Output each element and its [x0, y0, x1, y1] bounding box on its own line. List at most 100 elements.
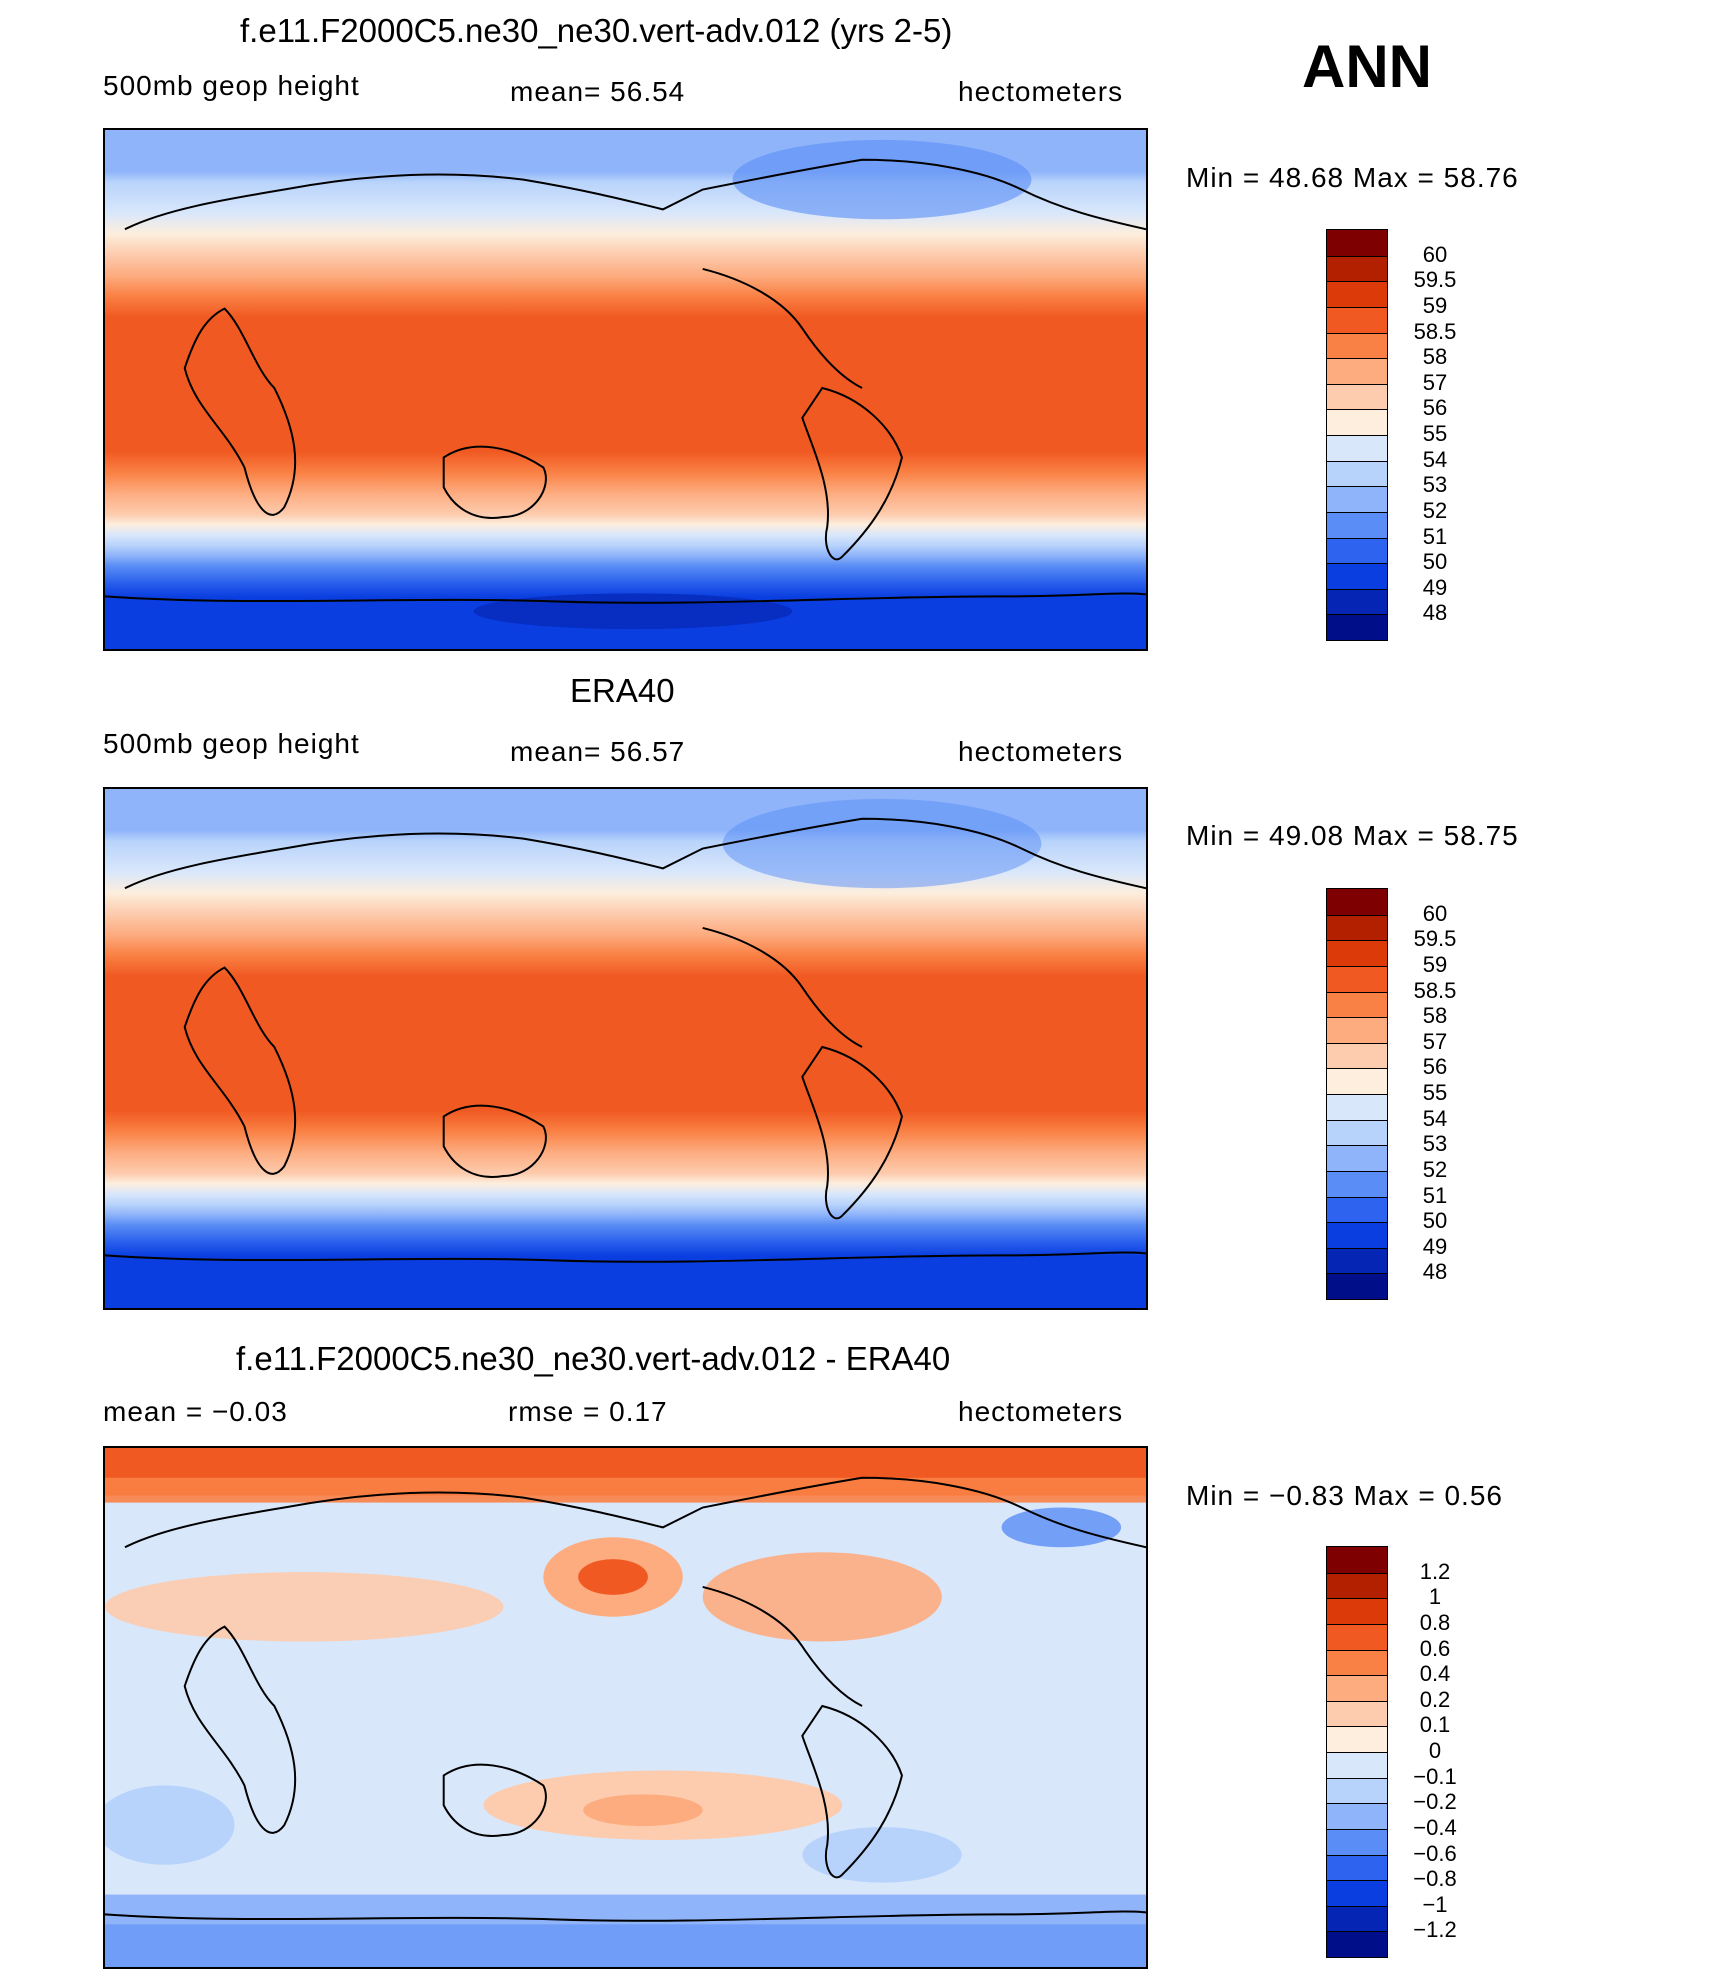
- colorbar-tick-label: 0.4: [1419, 1661, 1451, 1687]
- colorbar-cell: [1327, 614, 1387, 640]
- colorbar-cell: [1327, 409, 1387, 435]
- panel-1-field: [105, 130, 1146, 649]
- colorbar-tick-label: 51: [1422, 523, 1448, 549]
- colorbar-cell: [1327, 563, 1387, 589]
- colorbar-tick-label: 58: [1422, 1003, 1448, 1029]
- colorbar-cell: [1327, 1623, 1387, 1650]
- colorbar-cell: [1327, 1273, 1387, 1299]
- colorbar-cell: [1327, 230, 1387, 256]
- colorbar-cell: [1327, 1598, 1387, 1624]
- panel-2-mean-label: mean= 56.57: [510, 736, 686, 767]
- panel-2-title: ERA40: [570, 672, 675, 709]
- colorbar-cell: [1327, 991, 1387, 1018]
- colorbar-tick-label: −1.2: [1413, 1917, 1457, 1943]
- colorbar-cell: [1327, 1828, 1387, 1855]
- panel-2-minmax: Min = 49.08 Max = 58.75: [1186, 820, 1519, 851]
- colorbar-tick-label: 53: [1422, 1131, 1448, 1157]
- colorbar-cell: [1327, 1752, 1387, 1778]
- colorbar-cell: [1327, 1726, 1387, 1752]
- colorbar-tick-label: 59: [1422, 292, 1448, 318]
- colorbar-tick-label: 51: [1422, 1182, 1448, 1208]
- panel-1-colorbar-labels: 60 59.5 59 58.5 58 57 56 55 54 53 52 51 50 49 48: [1405, 229, 1485, 639]
- colorbar-tick-label: −1: [1422, 1891, 1448, 1917]
- panel-1-map: [103, 128, 1148, 651]
- colorbar-cell: [1327, 1572, 1387, 1599]
- colorbar-cell: [1327, 588, 1387, 615]
- colorbar-tick-label: 48: [1422, 1259, 1448, 1285]
- colorbar-tick-label: −0.6: [1413, 1840, 1457, 1866]
- colorbar-cell: [1327, 1777, 1387, 1804]
- colorbar-tick-label: 59.5: [1413, 926, 1457, 952]
- colorbar-tick-label: 0: [1428, 1738, 1442, 1763]
- panel-3-south-pacific-core: [583, 1794, 703, 1827]
- panel-3-field: [105, 1448, 1146, 1967]
- panel-1-units-label: hectometers: [958, 76, 1124, 107]
- colorbar-tick-label: 59.5: [1413, 267, 1457, 293]
- colorbar-cell: [1327, 1803, 1387, 1829]
- colorbar-cell: [1327, 255, 1387, 282]
- panel-3-atlantic-low: [1001, 1507, 1122, 1548]
- panel-3-south-low: [105, 1924, 1146, 1967]
- panel-2-low-contour: [722, 798, 1042, 889]
- colorbar-cell: [1327, 1222, 1387, 1248]
- panel-1-colorbar: [1326, 229, 1388, 641]
- panel-3-colorbar-labels: 1.2 1 0.8 0.6 0.4 0.2 0.1 0 −0.1 −0.2 −0.4 −0.6 −0.8…: [1405, 1546, 1485, 1956]
- colorbar-cell: [1327, 1170, 1387, 1197]
- colorbar-cell: [1327, 1675, 1387, 1701]
- colorbar-tick-label: 56: [1422, 395, 1448, 421]
- season-label: ANN: [1302, 33, 1432, 100]
- colorbar-tick-label: 0.6: [1419, 1635, 1451, 1661]
- colorbar-cell: [1327, 1931, 1387, 1957]
- colorbar-tick-label: 52: [1422, 497, 1448, 523]
- colorbar-cell: [1327, 1042, 1387, 1069]
- colorbar-cell: [1327, 358, 1387, 384]
- panel-3-map-svg: [105, 1448, 1146, 1967]
- panel-2-colorbar-labels: 60 59.5 59 58.5 58 57 56 55 54 53 52 51 50 49 48: [1405, 888, 1485, 1298]
- panel-1-antarctic-low: [473, 593, 793, 630]
- colorbar-cell: [1327, 332, 1387, 359]
- panel-2-map-svg: [105, 789, 1146, 1308]
- colorbar-cell: [1327, 1094, 1387, 1120]
- panel-3-sa-low: [105, 1785, 235, 1865]
- colorbar-cell: [1327, 1880, 1387, 1906]
- colorbar-tick-label: −0.2: [1413, 1789, 1457, 1815]
- panel-1-minmax: Min = 48.68 Max = 58.76: [1186, 162, 1519, 193]
- colorbar-cell: [1327, 1145, 1387, 1171]
- colorbar-cell: [1327, 1547, 1387, 1573]
- colorbar-tick-label: 57: [1422, 1028, 1448, 1054]
- colorbar-tick-label: 58.5: [1413, 318, 1457, 344]
- panel-3-map: [103, 1446, 1148, 1969]
- panel-1-coastlines: [105, 158, 1146, 604]
- colorbar-tick-label: 52: [1422, 1156, 1448, 1182]
- panel-3-pacific-high-core: [578, 1559, 648, 1595]
- panel-3-mean-label: mean = −0.03: [103, 1396, 288, 1427]
- colorbar-cell: [1327, 1247, 1387, 1274]
- panel-3-arctic-band: [105, 1477, 1146, 1503]
- panel-2-units-label: hectometers: [958, 736, 1124, 767]
- colorbar-tick-label: 60: [1422, 241, 1448, 267]
- colorbar-cell: [1327, 383, 1387, 410]
- panel-3-colorbar: [1326, 1546, 1388, 1958]
- colorbar-tick-label: 49: [1422, 1233, 1448, 1259]
- panel-3-coastlines: [105, 1476, 1146, 1922]
- colorbar-cell: [1327, 1119, 1387, 1146]
- colorbar-cell: [1327, 940, 1387, 966]
- colorbar-cell: [1327, 1068, 1387, 1094]
- colorbar-cell: [1327, 1905, 1387, 1932]
- colorbar-cell: [1327, 281, 1387, 307]
- panel-3-rmse-label: rmse = 0.17: [508, 1396, 668, 1427]
- colorbar-cell: [1327, 511, 1387, 538]
- colorbar-cell: [1327, 889, 1387, 915]
- colorbar-tick-label: 55: [1422, 421, 1448, 446]
- panel-2-coastlines: [105, 817, 1146, 1263]
- colorbar-tick-label: 1: [1428, 1584, 1442, 1610]
- colorbar-tick-label: 54: [1422, 446, 1448, 472]
- colorbar-cell: [1327, 1649, 1387, 1676]
- panel-1-variable-label: 500mb geop height: [103, 70, 360, 101]
- panel-2-variable-label: 500mb geop height: [103, 728, 360, 759]
- colorbar-tick-label: −0.4: [1413, 1814, 1457, 1840]
- colorbar-tick-label: 0.1: [1419, 1712, 1451, 1738]
- colorbar-cell: [1327, 1196, 1387, 1223]
- panel-1-low-contour: [732, 139, 1032, 220]
- colorbar-tick-label: 1.2: [1419, 1558, 1451, 1584]
